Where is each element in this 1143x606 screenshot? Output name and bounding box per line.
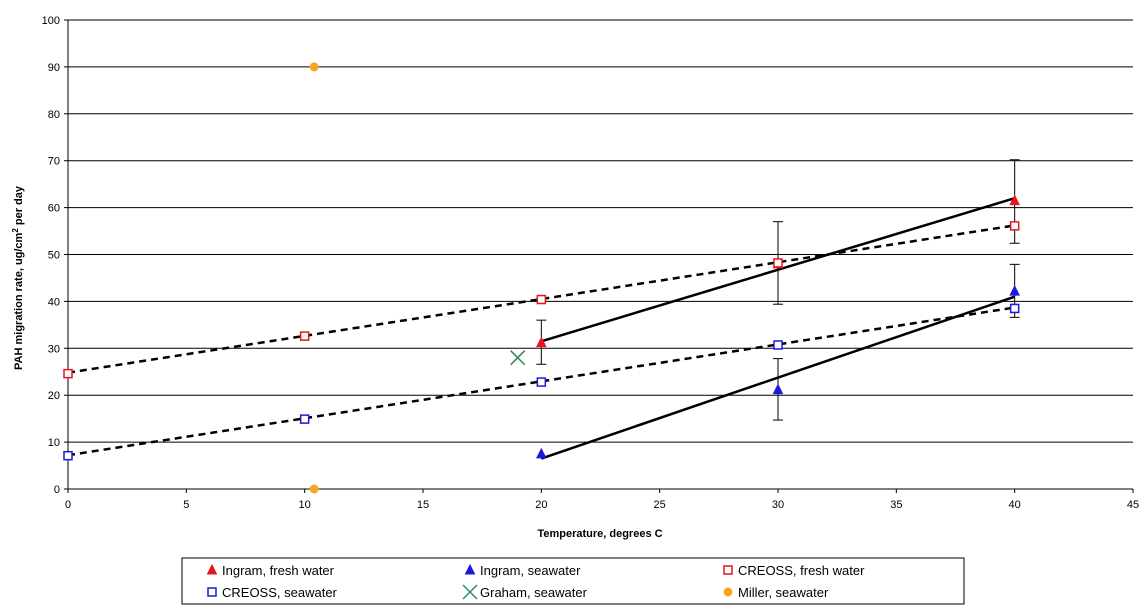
point-s2-p3 [773,258,783,268]
y-tick-label-80: 80 [48,109,60,121]
trendline-2 [67,224,1015,374]
legend-label-2: CREOSS, fresh water [738,563,865,578]
legend-label-1: Ingram, seawater [480,563,581,578]
point-s3-p1 [299,414,310,424]
point-s2-p4 [1009,221,1020,231]
legend-entry-2: CREOSS, fresh water [723,563,865,578]
legend-label-4: Graham, seawater [480,585,588,600]
y-tick-label-50: 50 [48,250,60,262]
point-s2-p1 [299,331,310,341]
legend-marker-1 [464,563,476,575]
legend-label-0: Ingram, fresh water [222,563,335,578]
data-points [63,62,1020,494]
legend-entry-0: Ingram, fresh water [206,563,335,578]
x-tick-label-15: 15 [417,499,429,511]
y-tick-label-70: 70 [48,156,60,168]
point-s4-p0-stroke-b [510,350,526,366]
legend-entry-4: Graham, seawater [462,584,588,600]
x-tick-label-10: 10 [299,499,311,511]
grid [68,19,1133,443]
x-tick-label-25: 25 [654,499,666,511]
legend-marker-0 [206,563,218,575]
legend-marker-2 [723,565,733,575]
y-tick-labels: 0 10 20 30 40 50 60 70 80 90 100 [42,15,60,496]
point-s2-p0 [63,368,73,379]
point-s0-p2 [1009,194,1020,206]
legend-box [181,557,965,605]
x-tick-label-35: 35 [890,499,902,511]
x-tick-labels: 0 5 10 15 20 25 30 35 40 45 [65,499,1139,511]
point-s3-p2 [536,377,547,387]
legend-marker-4 [462,584,478,600]
legend: Ingram, fresh water Ingram, seawater CREOS… [181,557,965,605]
point-s1-p2 [1009,284,1020,296]
trendline-3 [67,306,1015,457]
y-tick-label-60: 60 [48,203,60,215]
legend-marker-3 [207,587,217,597]
y-tick-label-90: 90 [48,62,60,74]
point-s3-p0 [63,450,73,461]
y-tick-label-10: 10 [48,437,60,449]
legend-label-3: CREOSS, seawater [222,585,338,600]
x-tick-label-5: 5 [183,499,189,511]
point-s1-p0 [536,447,547,459]
legend-entry-5: Miller, seawater [723,585,829,600]
error-bars [536,159,1020,421]
x-tick-label-40: 40 [1009,499,1021,511]
y-axis-title-suffix: per day [13,185,25,228]
legend-entry-1: Ingram, seawater [464,563,581,578]
x-tick-label-30: 30 [772,499,784,511]
x-tick-label-45: 45 [1127,499,1139,511]
y-tick-label-100: 100 [42,15,60,27]
point-s4-p0 [510,350,526,366]
y-axis-title-main: PAH migration rate, ug/cm [13,232,25,370]
point-s3-p4 [1009,303,1020,314]
point-s2-p2 [536,294,547,305]
legend-entry-3: CREOSS, seawater [207,585,338,600]
point-s1-p1 [772,383,784,395]
axes [64,19,1134,493]
legend-label-5: Miller, seawater [738,585,829,600]
point-s5-p1 [309,484,319,494]
x-tick-label-20: 20 [535,499,547,511]
y-tick-label-40: 40 [48,296,60,308]
y-axis-title: PAH migration rate, ug/cm2 per day [11,185,25,370]
legend-marker-4-stroke-b [462,584,478,600]
point-s5-p0 [309,62,319,72]
legend-marker-5 [723,587,733,597]
point-s3-p3 [773,340,783,350]
y-tick-label-0: 0 [54,484,60,496]
y-tick-label-20: 20 [48,390,60,402]
x-axis-title: Temperature, degrees C [537,528,662,540]
x-tick-label-0: 0 [65,499,71,511]
y-tick-label-30: 30 [48,343,60,355]
y-axis-title-superscript: 2 [11,228,20,233]
point-s0-p0 [536,336,547,348]
